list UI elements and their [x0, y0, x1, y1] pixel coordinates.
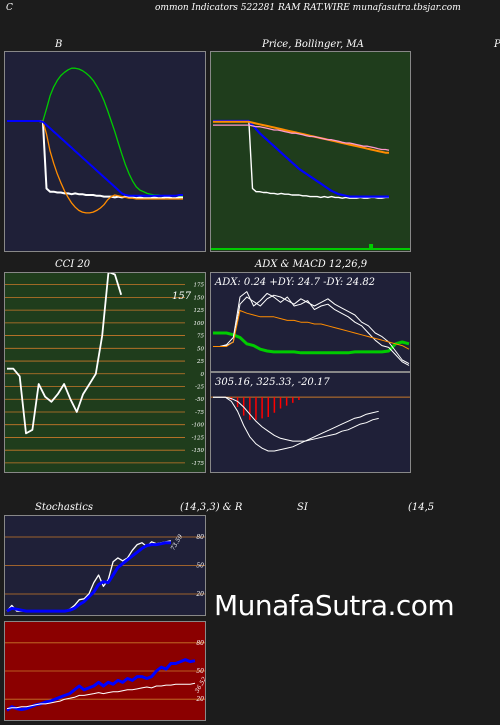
price-ma-volume-spike [369, 244, 374, 249]
adx-annotation: ADX: 0.24 +DY: 24.7 -DY: 24.82 [214, 277, 375, 288]
watermark: MunafaSutra.com [214, 589, 455, 622]
cci-tick-label: 175 [194, 283, 205, 289]
rsi-value-label: 36.52 [194, 676, 205, 695]
cci-tick-label: 0 [201, 372, 205, 378]
stochastics-value-label: 73.59 [170, 533, 185, 552]
rsi-tick-label: 50 [196, 668, 204, 675]
bollinger-chart [7, 67, 183, 214]
stochastics-tick-label: 80 [196, 534, 204, 541]
cci-tick-label: -150 [192, 448, 205, 454]
price-ma-right-letter: P [494, 39, 500, 50]
header-left-letter: C [6, 3, 13, 13]
cci-tick-label: -25 [195, 385, 204, 391]
macd-signal-line [213, 396, 379, 442]
page-title: ommon Indicators 522281 RAM RAT.WIRE mun… [155, 3, 461, 13]
macd-annotation: 305.16, 325.33, -20.17 [215, 377, 330, 388]
price-ma-ma-long-line [213, 124, 390, 151]
adx-+di-line [213, 294, 410, 365]
cci-tick-label: -175 [192, 461, 205, 467]
price-ma-chart [211, 119, 410, 250]
stochastics-%d-line [6, 541, 171, 613]
cci-tick-label: 25 [196, 359, 204, 365]
cci-tick-label: -125 [192, 435, 205, 441]
stochastics-params: (14,3,3) & R [180, 502, 243, 513]
stochastics-tick-label: 50 [196, 563, 204, 570]
bollinger-close-line [7, 120, 183, 200]
cci-cci-line [7, 273, 123, 435]
cci-tick-label: -50 [195, 397, 204, 403]
cci-chart: 175 150 125 100 75 50 25 0 -25 -50 -75 -100 -125 -150… [5, 273, 205, 467]
stochastics-tick-label: 20 [195, 591, 204, 598]
adx-panel: ADX: 0.24 +DY: 24.7 -DY: 24.82 [210, 272, 411, 372]
price-ma-panel [210, 51, 411, 252]
adx--di-line [213, 291, 410, 366]
rsi-title: SI [297, 502, 308, 513]
bollinger-title: B [55, 39, 63, 50]
cci-title: CCI 20 [55, 259, 91, 270]
macd-macd-line [213, 396, 379, 452]
rsi-tick-label: 80 [196, 640, 204, 647]
cci-tick-label: 75 [197, 334, 204, 340]
price-ma-ma-mid-line [213, 120, 389, 154]
stochastics-panel: 80 50 20 73.59 [4, 515, 206, 616]
cci-tick-label: 125 [194, 308, 205, 314]
rsi-tick-label: 20 [195, 696, 204, 703]
cci-tick-label: -100 [192, 423, 205, 429]
rsi-params: (14,5 [408, 502, 435, 513]
adx-adx-line [213, 331, 410, 355]
bollinger-ma-line [7, 120, 183, 197]
macd-chart: 305.16, 325.33, -20.17 [211, 377, 410, 452]
cci-panel: 175 150 125 100 75 50 25 0 -25 -50 -75 -100 -125 -150… [4, 272, 206, 473]
cci-tick-label: 50 [197, 346, 204, 352]
stochastics-%k-line [6, 540, 172, 612]
cci-last-value: 157 [172, 291, 192, 302]
cci-tick-label: -75 [195, 410, 204, 416]
adx-dx-line [213, 310, 410, 350]
adx-macd-title: ADX & MACD 12,26,9 [255, 259, 368, 270]
cci-tick-label: 100 [194, 321, 205, 327]
adx-chart: ADX: 0.24 +DY: 24.7 -DY: 24.82 [213, 277, 410, 366]
rsi-mfi-line [6, 682, 196, 710]
stochastics-chart: 80 50 20 73.59 [5, 533, 205, 613]
bollinger-upper-band-line [7, 67, 183, 197]
price-ma-ma-short-line [213, 119, 389, 198]
cci-tick-label: 150 [194, 295, 205, 301]
macd-panel: 305.16, 325.33, -20.17 [210, 372, 411, 473]
bollinger-panel [4, 51, 206, 252]
stochastics-title: Stochastics [35, 502, 93, 513]
bollinger-lower-band-line [7, 120, 183, 214]
rsi-panel: 80 50 20 36.52 [4, 621, 206, 721]
price-ma-title: Price, Bollinger, MA [262, 39, 364, 50]
